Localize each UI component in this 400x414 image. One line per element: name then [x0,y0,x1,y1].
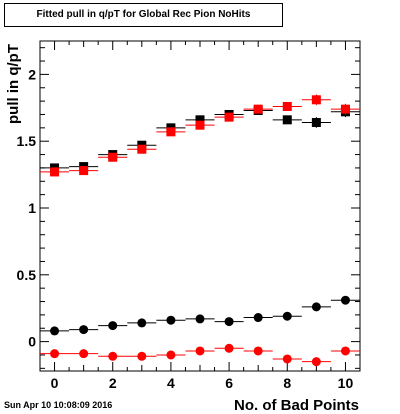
x-tick-label: 0 [51,375,59,391]
data-point-circle [79,349,89,359]
data-point-square [282,101,292,111]
data-point-circle [253,313,263,323]
data-point-circle [224,343,234,353]
data-point-circle [195,314,205,324]
data-point-square [311,117,321,127]
data-point-square [282,115,292,125]
data-point-circle [340,346,350,356]
x-tick-label: 4 [167,375,175,391]
y-tick-label: 0 [28,334,36,350]
data-point-square [108,152,118,162]
axes: 0 2 4 6 8 10 0 0.5 1 1.5 2 [17,41,360,391]
data-point-square [253,104,263,114]
data-point-circle [79,325,89,335]
x-axis-title: No. of Bad Points [234,397,359,414]
data-point-circle [282,354,292,364]
data-point-circle [50,349,60,359]
x-tick-label: 8 [283,375,291,391]
data-point-square [195,115,205,125]
y-tick-label: 1.5 [17,133,37,149]
data-point-circle [137,318,147,328]
data-point-square [311,95,321,105]
y-tick-label: 0.5 [17,267,37,283]
data-point-square [79,166,89,176]
x-tick-label: 2 [109,375,117,391]
data-point-circle [253,346,263,356]
data-point-circle [195,346,205,356]
data-point-square [195,120,205,130]
data-marks [40,94,360,367]
data-point-circle [166,315,176,325]
data-point-square [50,167,60,177]
chart-title: Fitted pull in q/pT for Global Rec Pion … [36,9,251,20]
data-point-square [224,112,234,122]
y-tick-label: 1 [28,200,36,216]
chart-title-box: Fitted pull in q/pT for Global Rec Pion … [4,3,283,27]
data-point-circle [137,351,147,361]
data-point-circle [311,302,321,312]
data-point-square [137,144,147,154]
data-point-circle [282,311,292,321]
data-point-circle [50,326,60,336]
data-point-circle [224,317,234,327]
x-tick-label: 6 [225,375,233,391]
data-point-circle [340,295,350,305]
data-point-circle [311,357,321,367]
x-tick-label: 10 [338,375,354,391]
data-point-square [166,127,176,137]
data-point-circle [108,351,118,361]
data-point-circle [108,321,118,331]
timestamp: Sun Apr 10 10:08:09 2016 [4,400,113,410]
data-point-square [340,104,350,114]
y-axis-title: pull in q/pT [5,44,22,124]
data-point-circle [166,350,176,360]
y-tick-label: 2 [28,66,36,82]
